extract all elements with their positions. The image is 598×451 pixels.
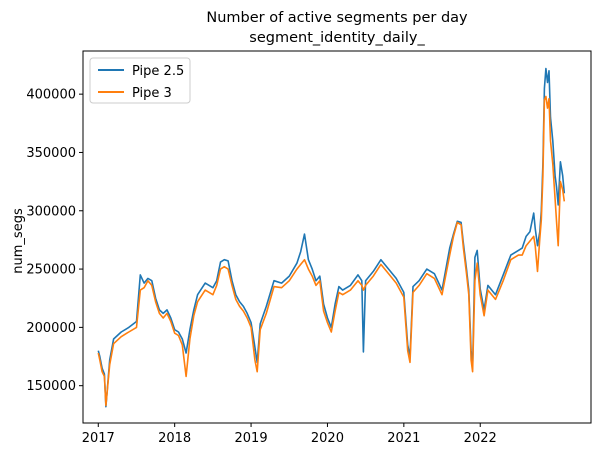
chart-title: Number of active segments per day bbox=[206, 10, 468, 26]
x-tick-label: 2017 bbox=[82, 431, 115, 446]
y-tick-label: 400000 bbox=[26, 88, 76, 103]
x-tick-label: 2019 bbox=[235, 431, 268, 446]
y-tick-label: 350000 bbox=[26, 146, 76, 161]
legend-label-pipe-2-5: Pipe 2.5 bbox=[132, 64, 184, 79]
y-axis-label: num_segs bbox=[11, 208, 26, 274]
series-line-pipe-3 bbox=[97, 95, 566, 407]
x-axis: 2017 2018 2019 2020 2021 2022 bbox=[82, 423, 497, 446]
legend: Pipe 2.5 Pipe 3 bbox=[89, 57, 191, 104]
y-tick-label: 250000 bbox=[26, 263, 76, 278]
plot-area bbox=[97, 67, 566, 408]
x-tick-label: 2022 bbox=[464, 431, 497, 446]
x-tick-label: 2018 bbox=[158, 431, 191, 446]
chart-subtitle: segment_identity_daily_ bbox=[249, 30, 425, 46]
y-tick-label: 200000 bbox=[26, 321, 76, 336]
plot-frame bbox=[82, 50, 592, 424]
y-axis: 150000 200000 250000 300000 350000 400000 bbox=[26, 88, 83, 394]
y-tick-label: 300000 bbox=[26, 204, 76, 219]
y-tick-label: 150000 bbox=[26, 379, 76, 394]
legend-label-pipe-3: Pipe 3 bbox=[132, 86, 172, 101]
x-tick-label: 2021 bbox=[387, 431, 420, 446]
x-tick-label: 2020 bbox=[311, 431, 344, 446]
series-line-pipe-2-5 bbox=[97, 67, 566, 408]
